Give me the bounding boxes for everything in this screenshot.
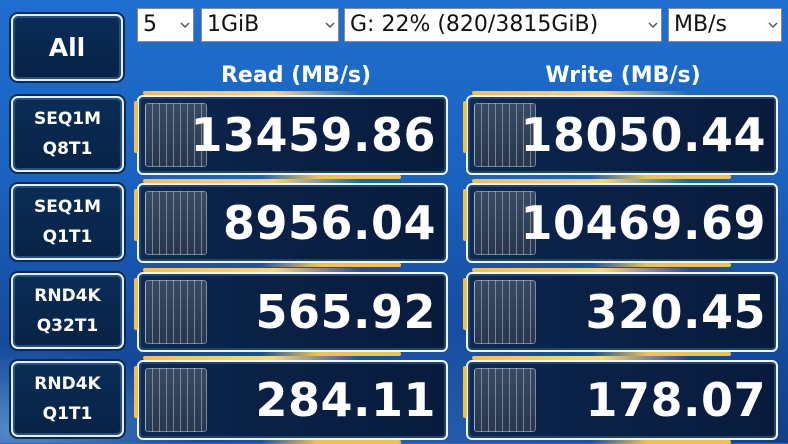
panel-accent: [261, 352, 402, 356]
read-result-panel: 13459.86: [134, 91, 448, 179]
panel-decoration: [145, 280, 207, 344]
read-value: 8956.04: [222, 196, 436, 250]
test-button-rnd4k-q32t1[interactable]: RND4K Q32T1: [11, 273, 124, 349]
write-result-panel: 320.45: [463, 268, 778, 356]
read-value: 565.92: [255, 285, 436, 339]
panel-accent: [463, 189, 467, 241]
panel-accent: [143, 179, 361, 183]
read-value: 284.11: [255, 373, 436, 427]
test-name: RND4K: [34, 374, 101, 394]
panel-accent: [463, 278, 467, 330]
panel-accent: [261, 440, 402, 444]
panel-accent: [143, 268, 361, 272]
panel-decoration: [474, 368, 536, 432]
panel-accent: [472, 356, 691, 360]
panel-accent: [590, 440, 732, 444]
write-value: 178.07: [585, 373, 766, 427]
read-value: 13459.86: [190, 108, 436, 162]
write-result-panel: 18050.44: [463, 91, 778, 179]
test-size-select[interactable]: 1GiB: [201, 8, 339, 42]
all-button[interactable]: All: [11, 14, 123, 81]
panel-decoration: [474, 103, 536, 167]
chevron-down-icon: [765, 9, 781, 41]
panel-accent: [472, 179, 691, 183]
panel-accent: [134, 189, 138, 241]
panel-accent: [134, 101, 138, 153]
test-button-seq1m-q1t1[interactable]: SEQ1M Q1T1: [11, 184, 124, 260]
panel-decoration: [145, 368, 207, 432]
drive-value: G: 22% (820/3815GiB): [350, 12, 599, 37]
write-value: 18050.44: [520, 108, 766, 162]
test-size-value: 1GiB: [207, 12, 260, 37]
write-result-panel: 178.07: [463, 356, 778, 444]
read-result-panel: 8956.04: [134, 179, 448, 267]
all-button-label: All: [48, 33, 86, 62]
panel-accent: [472, 91, 691, 95]
write-value: 320.45: [585, 285, 766, 339]
panel-decoration: [145, 191, 207, 255]
test-params: Q1T1: [42, 227, 93, 247]
panel-accent: [261, 175, 402, 179]
panel-accent: [472, 268, 691, 272]
panel-accent: [463, 101, 467, 153]
panel-accent: [590, 352, 732, 356]
panel-accent: [143, 356, 361, 360]
write-result-panel: 10469.69: [463, 179, 778, 267]
panel-accent: [590, 263, 732, 267]
read-column-header: Read (MB/s): [220, 63, 371, 88]
write-column-header: Write (MB/s): [545, 63, 701, 88]
chevron-down-icon: [322, 9, 338, 41]
test-params: Q8T1: [42, 139, 93, 159]
runs-select[interactable]: 5: [137, 8, 194, 42]
panel-decoration: [474, 280, 536, 344]
test-name: RND4K: [34, 286, 101, 306]
panel-decoration: [474, 191, 536, 255]
unit-select[interactable]: MB/s: [668, 8, 782, 42]
panel-accent: [463, 366, 467, 418]
test-button-seq1m-q8t1[interactable]: SEQ1M Q8T1: [11, 96, 124, 172]
runs-value: 5: [143, 12, 157, 37]
panel-decoration: [145, 103, 207, 167]
panel-accent: [134, 366, 138, 418]
drive-select[interactable]: G: 22% (820/3815GiB): [344, 8, 662, 42]
test-name: SEQ1M: [33, 109, 102, 129]
test-name: SEQ1M: [33, 197, 102, 217]
panel-accent: [134, 278, 138, 330]
panel-accent: [143, 91, 361, 95]
chevron-down-icon: [645, 9, 661, 41]
chevron-down-icon: [177, 9, 193, 41]
read-result-panel: 284.11: [134, 356, 448, 444]
panel-accent: [261, 263, 402, 267]
unit-value: MB/s: [674, 12, 727, 37]
test-params: Q1T1: [42, 404, 93, 424]
panel-accent: [590, 175, 732, 179]
write-value: 10469.69: [520, 196, 766, 250]
read-result-panel: 565.92: [134, 268, 448, 356]
test-params: Q32T1: [36, 316, 99, 336]
test-button-rnd4k-q1t1[interactable]: RND4K Q1T1: [11, 361, 124, 437]
